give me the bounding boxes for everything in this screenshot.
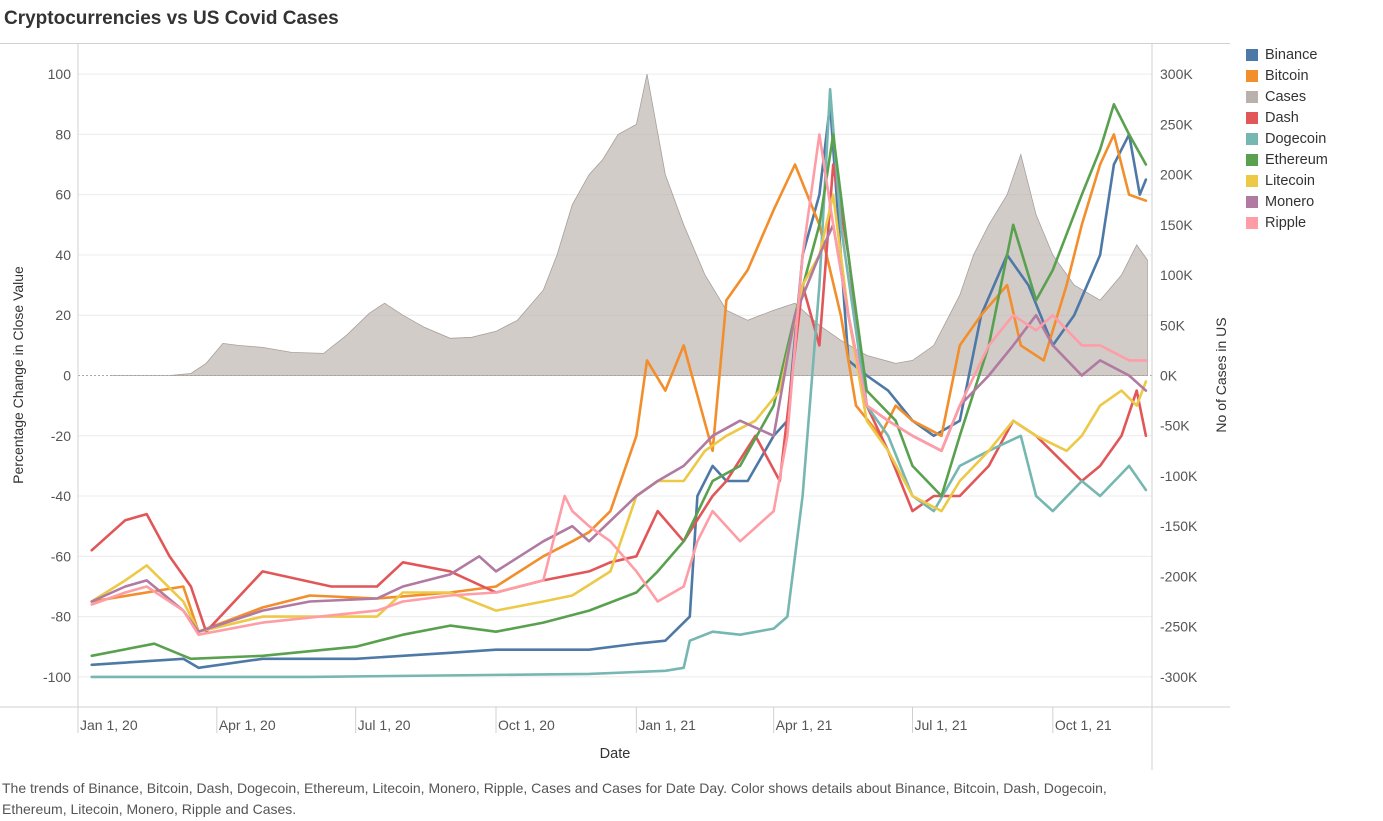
title-divider — [0, 43, 1230, 44]
legend-item-cases[interactable]: Cases — [1246, 86, 1328, 107]
series-lines — [90, 87, 1148, 679]
y2-tick-label: 300K — [1160, 66, 1193, 82]
y-tick-label: -100 — [43, 669, 71, 685]
legend: Binance Bitcoin Cases Dash Dogecoin Ethereum L… — [1246, 44, 1328, 233]
y2-tick-label: -250K — [1160, 619, 1198, 635]
legend-label: Ripple — [1265, 214, 1307, 231]
y2-tick-label: 250K — [1160, 116, 1193, 132]
x-tick-label: Jan 1, 21 — [638, 717, 696, 733]
legend-swatch — [1246, 153, 1258, 166]
legend-swatch — [1246, 195, 1258, 208]
series-area-cases — [110, 74, 1148, 376]
x-tick-label: Jul 1, 20 — [358, 717, 411, 733]
y2-tick-label: -100K — [1160, 468, 1198, 484]
y-tick-label: 80 — [55, 126, 71, 142]
y-tick-label: -60 — [51, 548, 71, 564]
legend-label: Dash — [1265, 109, 1299, 126]
legend-label: Binance — [1265, 46, 1318, 63]
legend-item-litecoin[interactable]: Litecoin — [1246, 170, 1328, 191]
cases-area-layer — [110, 74, 1148, 376]
legend-item-monero[interactable]: Monero — [1246, 191, 1328, 212]
line-chart: 100 80 60 40 20 0 -20 -40 -60 -80 -100 300K 250K 200K… — [0, 44, 1230, 770]
y-tick-label: 0 — [63, 368, 71, 384]
y2-tick-label: 150K — [1160, 217, 1193, 233]
legend-swatch — [1246, 216, 1258, 229]
x-tick-label: Oct 1, 20 — [498, 717, 555, 733]
legend-swatch — [1246, 174, 1258, 187]
chart-caption: The trends of Binance, Bitcoin, Dash, Do… — [2, 780, 1107, 817]
legend-label: Litecoin — [1265, 172, 1315, 189]
legend-item-binance[interactable]: Binance — [1246, 44, 1328, 65]
y-tick-label: 40 — [55, 247, 71, 263]
legend-label: Monero — [1265, 193, 1315, 210]
legend-label: Ethereum — [1265, 151, 1328, 168]
y-tick-label: 20 — [55, 307, 71, 323]
y-axis-title: Percentage Change in Close Value — [10, 266, 26, 484]
y-tick-label: -80 — [51, 609, 71, 625]
x-tick-label: Jan 1, 20 — [80, 717, 138, 733]
x-tick-label: Oct 1, 21 — [1055, 717, 1112, 733]
legend-swatch — [1246, 69, 1258, 82]
legend-item-dogecoin[interactable]: Dogecoin — [1246, 128, 1328, 149]
y2-tick-label: 100K — [1160, 267, 1193, 283]
series-line-bitcoin — [90, 133, 1148, 634]
chart-title: Cryptocurrencies vs US Covid Cases — [4, 8, 339, 29]
y2-tick-label: 200K — [1160, 167, 1193, 183]
axes: 100 80 60 40 20 0 -20 -40 -60 -80 -100 300K 250K 200K… — [0, 44, 1230, 770]
x-tick-label: Apr 1, 20 — [219, 717, 276, 733]
y2-tick-label: -50K — [1160, 418, 1190, 434]
legend-label: Dogecoin — [1265, 130, 1327, 147]
y-tick-label: -20 — [51, 428, 71, 444]
y2-tick-label: -300K — [1160, 669, 1198, 685]
legend-swatch — [1246, 111, 1258, 124]
legend-label: Cases — [1265, 88, 1307, 105]
legend-swatch — [1246, 90, 1258, 103]
series-line-ethereum — [90, 103, 1148, 661]
y-tick-label: -40 — [51, 488, 71, 504]
series-line-monero — [90, 223, 1148, 634]
y2-tick-label: 0K — [1160, 368, 1178, 384]
legend-item-dash[interactable]: Dash — [1246, 107, 1328, 128]
legend-label: Bitcoin — [1265, 67, 1309, 84]
legend-item-ethereum[interactable]: Ethereum — [1246, 149, 1328, 170]
y2-tick-label: -200K — [1160, 568, 1198, 584]
y-tick-label: 100 — [48, 66, 72, 82]
x-axis-title: Date — [600, 746, 631, 762]
y2-tick-label: 50K — [1160, 317, 1186, 333]
legend-swatch — [1246, 132, 1258, 145]
y2-axis-title: No of Cases in US — [1213, 317, 1229, 432]
x-tick-label: Apr 1, 21 — [776, 717, 833, 733]
series-line-ripple — [90, 133, 1148, 637]
x-tick-label: Jul 1, 21 — [914, 717, 967, 733]
series-line-litecoin — [90, 193, 1148, 634]
legend-item-bitcoin[interactable]: Bitcoin — [1246, 65, 1328, 86]
y-tick-label: 60 — [55, 187, 71, 203]
y2-tick-label: -150K — [1160, 518, 1198, 534]
legend-swatch — [1246, 48, 1258, 61]
legend-item-ripple[interactable]: Ripple — [1246, 212, 1328, 233]
